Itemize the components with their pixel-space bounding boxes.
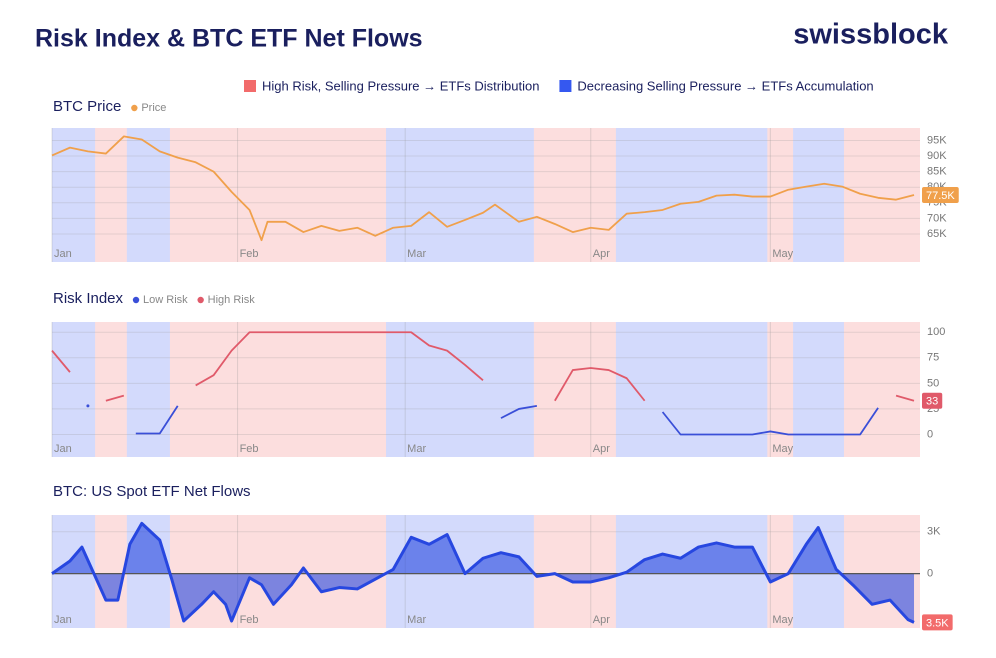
series-line: [500, 404, 538, 419]
risk-region: [169, 322, 387, 457]
risk-region: [793, 128, 844, 262]
legend-swatch: [559, 80, 572, 92]
badge-label: 33: [926, 396, 938, 408]
legend-label: Decreasing Selling Pressure → ETFs Accum…: [577, 78, 873, 93]
x-tick-label: Jan: [54, 248, 72, 260]
legend-dot: [131, 104, 138, 112]
y-tick-label: 85K: [927, 166, 947, 178]
x-tick-label: Feb: [240, 443, 259, 455]
y-tick-label: 90K: [927, 150, 947, 162]
y-tick-label: 70K: [927, 212, 947, 224]
risk-region: [95, 322, 127, 457]
x-tick-label: Feb: [240, 614, 259, 626]
risk-region: [533, 322, 616, 457]
badge-label: 3.5K: [926, 617, 949, 629]
risk-region: [533, 128, 616, 262]
y-tick-label: 65K: [927, 228, 947, 240]
x-tick-label: Apr: [593, 614, 610, 626]
last-value-badge: 3.5K: [922, 614, 953, 631]
badge-box: [922, 187, 959, 203]
x-tick-label: Jan: [54, 443, 72, 455]
last-value-badge: 77.5K: [922, 187, 959, 203]
risk-region: [615, 322, 768, 457]
series-line: [895, 394, 915, 402]
risk-region: [52, 322, 96, 457]
x-tick-label: Mar: [407, 248, 426, 260]
risk-region: [843, 128, 920, 262]
risk-region: [95, 128, 127, 262]
legend-label: High Risk: [208, 294, 256, 306]
risk-region: [386, 322, 534, 457]
legend-label: Low Risk: [143, 294, 188, 306]
risk-region: [169, 515, 387, 628]
risk-region: [126, 128, 170, 262]
risk-region: [169, 128, 387, 262]
area-line: [51, 521, 915, 624]
panel-title: Risk Index: [53, 290, 124, 307]
badge-label: 77.5K: [926, 190, 955, 202]
x-tick-label: May: [772, 248, 793, 260]
x-tick-label: Mar: [407, 614, 426, 626]
panel-title: BTC Price: [53, 98, 121, 115]
x-tick-label: Jan: [54, 614, 72, 626]
last-value-badge: 33: [922, 392, 943, 409]
risk-region: [386, 128, 534, 262]
x-tick-label: Feb: [240, 248, 259, 260]
y-tick-label: 0: [927, 428, 933, 440]
x-tick-label: May: [772, 443, 793, 455]
legend-label: Price: [141, 102, 166, 114]
x-tick-label: Apr: [593, 248, 610, 260]
series-line: [105, 394, 125, 402]
risk-region: [767, 322, 794, 457]
risk-region: [767, 128, 794, 262]
risk-region: [843, 322, 920, 457]
y-tick-label: 50: [927, 377, 939, 389]
series-line: [195, 331, 484, 387]
x-tick-label: Apr: [593, 443, 610, 455]
series-line: [51, 350, 71, 373]
series-line: [51, 135, 915, 242]
y-tick-label: 75: [927, 352, 939, 364]
risk-region: [533, 515, 616, 628]
x-tick-label: May: [772, 614, 793, 626]
legend-dot: [132, 296, 140, 304]
y-tick-label: 95K: [927, 134, 947, 146]
page-title: Risk Index & BTC ETF Net Flows: [35, 25, 423, 53]
x-tick-label: Mar: [407, 443, 426, 455]
risk-region: [52, 128, 96, 262]
series-line: [661, 407, 879, 436]
badge-box: [922, 614, 953, 631]
badge-box: [922, 392, 943, 409]
series-line: [554, 367, 646, 402]
y-tick-label: 3K: [927, 526, 941, 538]
panel-title: BTC: US Spot ETF Net Flows: [53, 483, 251, 500]
line-point: [86, 404, 90, 408]
y-tick-label: 100: [927, 326, 945, 338]
legend-dot: [197, 296, 204, 304]
risk-region: [126, 322, 170, 457]
legend-swatch: [244, 80, 256, 92]
legend-label: High Risk, Selling Pressure → ETFs Distr…: [262, 78, 539, 93]
risk-region: [793, 322, 844, 457]
y-tick-label: 0: [927, 567, 933, 579]
series-line: [135, 405, 179, 435]
brand: swissblock: [793, 19, 949, 51]
risk-region: [95, 515, 127, 628]
